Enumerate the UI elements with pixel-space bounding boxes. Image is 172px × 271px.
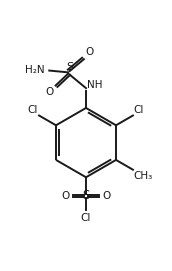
Text: S: S (82, 189, 90, 202)
Text: NH: NH (87, 80, 102, 91)
Text: Cl: Cl (134, 105, 144, 115)
Text: S: S (66, 62, 73, 72)
Text: Cl: Cl (81, 213, 91, 223)
Text: O: O (45, 88, 53, 98)
Text: O: O (61, 191, 69, 201)
Text: H₂N: H₂N (25, 65, 44, 75)
Text: CH₃: CH₃ (134, 171, 153, 180)
Text: O: O (86, 47, 94, 57)
Text: Cl: Cl (28, 105, 38, 115)
Text: O: O (103, 191, 111, 201)
